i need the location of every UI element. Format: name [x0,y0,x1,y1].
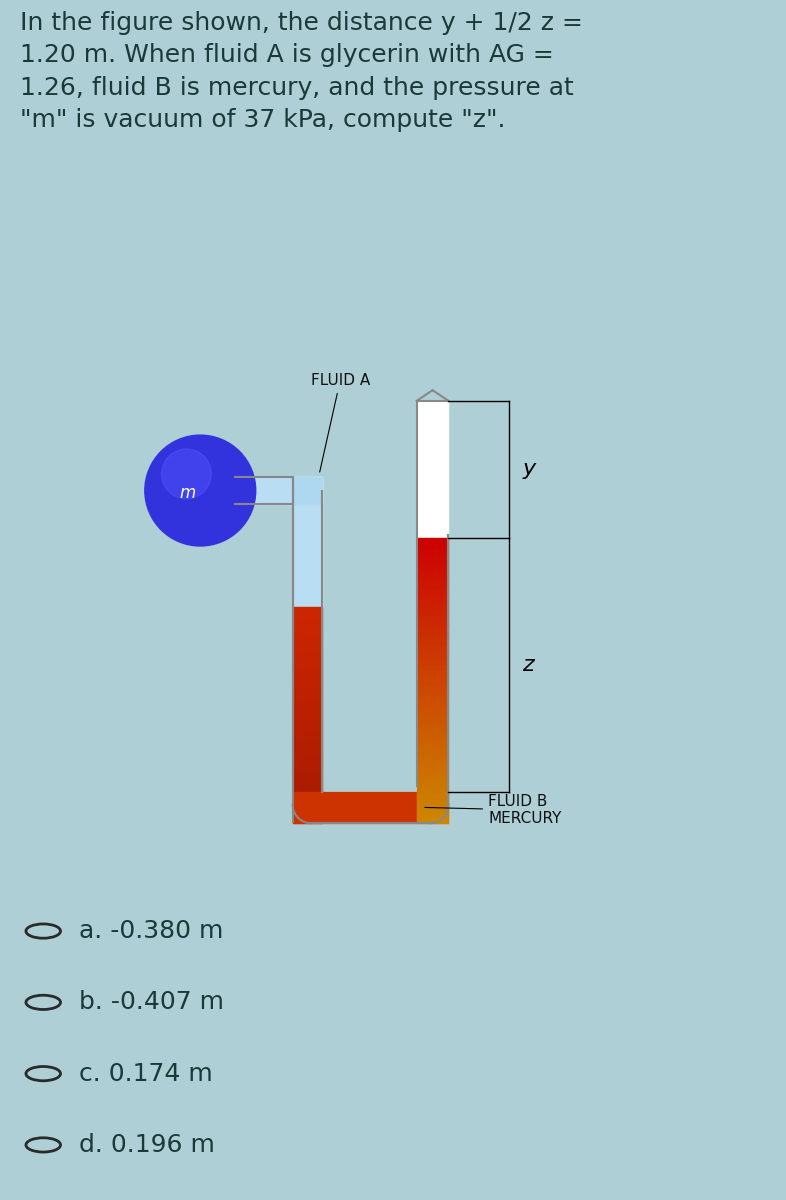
Text: b. -0.407 m: b. -0.407 m [79,990,223,1014]
Bar [234,478,321,504]
Text: a. -0.380 m: a. -0.380 m [79,919,223,943]
Text: FLUID A: FLUID A [310,373,370,472]
Circle shape [145,436,255,546]
Bar [292,792,449,823]
Bar [292,478,321,823]
Text: z: z [523,655,534,674]
Circle shape [161,449,211,499]
Text: m: m [179,484,195,502]
Text: y: y [523,460,535,480]
Bar [417,401,449,823]
Text: d. 0.196 m: d. 0.196 m [79,1133,215,1157]
Text: FLUID B
MERCURY: FLUID B MERCURY [424,794,561,826]
Text: In the figure shown, the distance y + 1/2 z =
1.20 m. When fluid A is glycerin w: In the figure shown, the distance y + 1/… [20,11,582,132]
Text: c. 0.174 m: c. 0.174 m [79,1062,212,1086]
